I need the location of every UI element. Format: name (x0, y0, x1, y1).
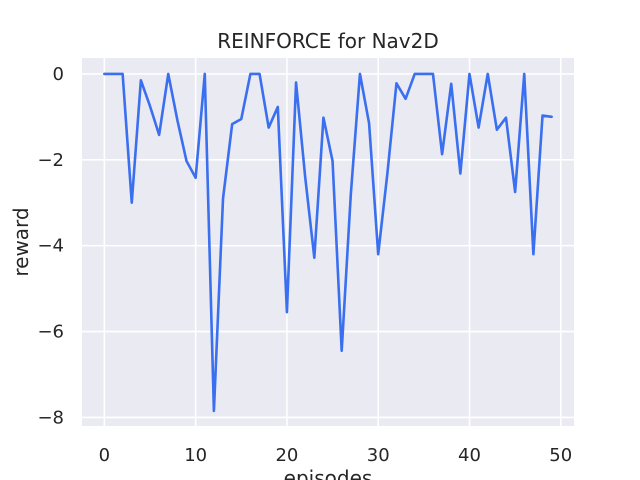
x-tick-label: 10 (184, 445, 207, 466)
y-tick-label: −4 (37, 236, 64, 257)
y-tick-labels: 0 −2 −4 −6 −8 (37, 64, 64, 429)
y-tick-label: −8 (37, 407, 64, 428)
chart-title: REINFORCE for Nav2D (217, 29, 439, 53)
x-tick-label: 40 (458, 445, 481, 466)
y-tick-label: 0 (53, 64, 64, 85)
x-tick-label: 20 (275, 445, 298, 466)
x-tick-label: 30 (367, 445, 390, 466)
x-axis-label: episodes (284, 466, 373, 480)
series-line (103, 72, 553, 413)
x-tick-labels: 0 10 20 30 40 50 (99, 445, 573, 466)
plot-area (82, 58, 574, 426)
x-tick-label: 0 (99, 445, 110, 466)
y-tick-label: −6 (37, 322, 64, 343)
series-group (103, 72, 553, 413)
y-axis-label: reward (9, 207, 33, 276)
grid-lines (82, 58, 574, 426)
y-tick-label: −2 (37, 150, 64, 171)
x-tick-label: 50 (549, 445, 572, 466)
